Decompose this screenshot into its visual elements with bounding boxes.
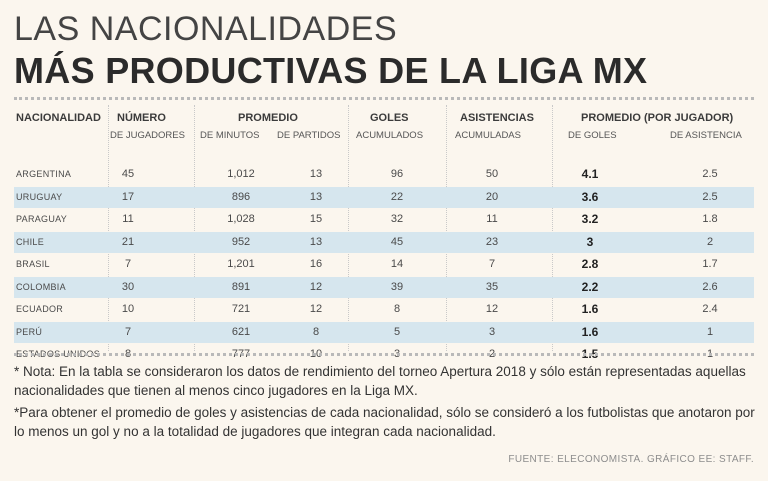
cell-prom-goles: 1.6 xyxy=(581,324,599,339)
cell-jugadores: 7 xyxy=(124,325,132,338)
cell-asistencias: 11 xyxy=(486,213,498,225)
cell-nacionalidad: ARGENTINA xyxy=(16,169,72,179)
cell-asistencias: 50 xyxy=(485,168,499,180)
column-divider xyxy=(348,105,349,351)
header-promedio: PROMEDIO xyxy=(238,112,298,124)
cell-asistencias: 7 xyxy=(488,258,496,270)
cell-asistencias: 35 xyxy=(485,280,499,293)
cell-goles: 8 xyxy=(393,303,401,315)
cell-jugadores: 11 xyxy=(122,213,134,225)
cell-prom-goles: 3.2 xyxy=(581,212,599,226)
cell-partidos: 15 xyxy=(309,213,323,225)
table-row: COLOMBIA 30 891 12 39 35 2.2 2.6 xyxy=(14,276,754,298)
cell-prom-goles: 2.8 xyxy=(581,257,599,271)
title-line-1: LAS NACIONALIDADES xyxy=(14,10,398,48)
header-numero: NÚMERO xyxy=(117,112,166,124)
subheader-goles: ACUMULADOS xyxy=(356,130,424,141)
header-promedio-jugador: PROMEDIO (POR JUGADOR) xyxy=(581,112,734,124)
table-row: BRASIL 7 1,201 16 14 7 2.8 1.7 xyxy=(14,254,754,275)
cell-jugadores: 21 xyxy=(121,235,135,248)
cell-jugadores: 30 xyxy=(121,280,135,293)
cell-partidos: 12 xyxy=(309,280,323,293)
column-divider xyxy=(446,105,447,351)
header-nacionalidad: NACIONALIDAD xyxy=(16,112,101,124)
cell-goles: 96 xyxy=(390,168,404,180)
cell-prom-asistencia: 1.7 xyxy=(702,258,718,270)
cell-nacionalidad: PERÚ xyxy=(16,326,43,337)
cell-prom-asistencia: 2.6 xyxy=(702,280,718,293)
table-row: ARGENTINA 45 1,012 13 96 50 4.1 2.5 xyxy=(14,164,754,185)
cell-nacionalidad: URUGUAY xyxy=(16,191,63,202)
header-asistencias: ASISTENCIAS xyxy=(460,112,534,124)
subheader-partidos: DE PARTIDOS xyxy=(277,130,341,141)
cell-nacionalidad: CHILE xyxy=(16,236,45,247)
bottom-dotted-rule xyxy=(14,353,754,356)
header-goles: GOLES xyxy=(370,112,409,124)
cell-goles: 14 xyxy=(390,258,404,270)
cell-goles: 45 xyxy=(390,235,404,248)
cell-jugadores: 17 xyxy=(121,190,135,203)
cell-partidos: 16 xyxy=(309,258,323,270)
cell-minutos: 1,012 xyxy=(227,168,255,180)
cell-minutos: 952 xyxy=(231,235,251,248)
cell-jugadores: 45 xyxy=(121,168,135,180)
cell-prom-asistencia: 2.5 xyxy=(702,190,718,203)
cell-goles: 32 xyxy=(390,213,404,225)
cell-minutos: 721 xyxy=(231,303,251,315)
cell-minutos: 896 xyxy=(231,190,251,203)
cell-asistencias: 23 xyxy=(485,235,499,248)
cell-nacionalidad: ECUADOR xyxy=(16,304,64,314)
cell-prom-goles: 3 xyxy=(586,234,594,249)
table-row: PARAGUAY 11 1,028 15 32 11 3.2 1.8 xyxy=(14,209,754,230)
title-line-2: MÁS PRODUCTIVAS DE LA LIGA MX xyxy=(14,50,648,91)
table-row: URUGUAY 17 896 13 22 20 3.6 2.5 xyxy=(14,186,754,208)
cell-partidos: 13 xyxy=(309,235,323,248)
source-credit: FUENTE: ELECONOMISTA. GRÁFICO EE: STAFF. xyxy=(508,454,754,465)
subheader-prom-goles: DE GOLES xyxy=(568,130,617,141)
cell-prom-goles: 4.1 xyxy=(581,167,599,181)
cell-prom-asistencia: 2 xyxy=(706,235,714,248)
cell-partidos: 13 xyxy=(309,190,323,203)
column-divider xyxy=(108,105,109,351)
footnote-2: *Para obtener el promedio de goles y asi… xyxy=(14,405,755,439)
cell-partidos: 8 xyxy=(312,325,320,338)
table-row: ECUADOR 10 721 12 8 12 1.6 2.4 xyxy=(14,299,754,320)
cell-goles: 22 xyxy=(390,190,404,203)
column-divider xyxy=(552,105,553,351)
table-row: PERÚ 7 621 8 5 3 1.6 1 xyxy=(14,321,754,343)
cell-asistencias: 12 xyxy=(485,303,499,315)
cell-prom-asistencia: 1.8 xyxy=(702,213,718,225)
cell-asistencias: 20 xyxy=(485,190,499,203)
footnote-1: * Nota: En la tabla se consideraron los … xyxy=(14,364,746,398)
table-row: CHILE 21 952 13 45 23 3 2 xyxy=(14,231,754,253)
cell-prom-asistencia: 1 xyxy=(706,325,714,338)
cell-prom-goles: 2.2 xyxy=(581,279,599,294)
subheader-jugadores: DE JUGADORES xyxy=(110,130,185,141)
top-dotted-rule xyxy=(14,97,754,100)
column-divider xyxy=(194,105,195,351)
cell-minutos: 621 xyxy=(231,325,251,338)
cell-partidos: 12 xyxy=(309,303,323,315)
cell-nacionalidad: COLOMBIA xyxy=(16,281,66,292)
cell-minutos: 891 xyxy=(231,280,251,293)
cell-jugadores: 7 xyxy=(124,258,132,270)
cell-goles: 39 xyxy=(390,280,404,293)
cell-prom-goles: 1.6 xyxy=(581,302,599,316)
cell-nacionalidad: BRASIL xyxy=(16,259,50,269)
cell-prom-asistencia: 2.5 xyxy=(702,168,718,180)
cell-minutos: 1,028 xyxy=(227,213,255,225)
cell-jugadores: 10 xyxy=(121,303,135,315)
cell-goles: 5 xyxy=(393,325,401,338)
subheader-asistencias: ACUMULADAS xyxy=(455,130,521,141)
subheader-prom-asistencia: DE ASISTENCIA xyxy=(670,130,742,141)
subheader-minutos: DE MINUTOS xyxy=(200,130,260,141)
cell-partidos: 13 xyxy=(309,168,323,180)
cell-nacionalidad: PARAGUAY xyxy=(16,214,68,224)
cell-prom-asistencia: 2.4 xyxy=(702,303,718,315)
cell-asistencias: 3 xyxy=(488,325,496,338)
cell-minutos: 1,201 xyxy=(227,258,255,270)
cell-prom-goles: 3.6 xyxy=(581,189,599,204)
